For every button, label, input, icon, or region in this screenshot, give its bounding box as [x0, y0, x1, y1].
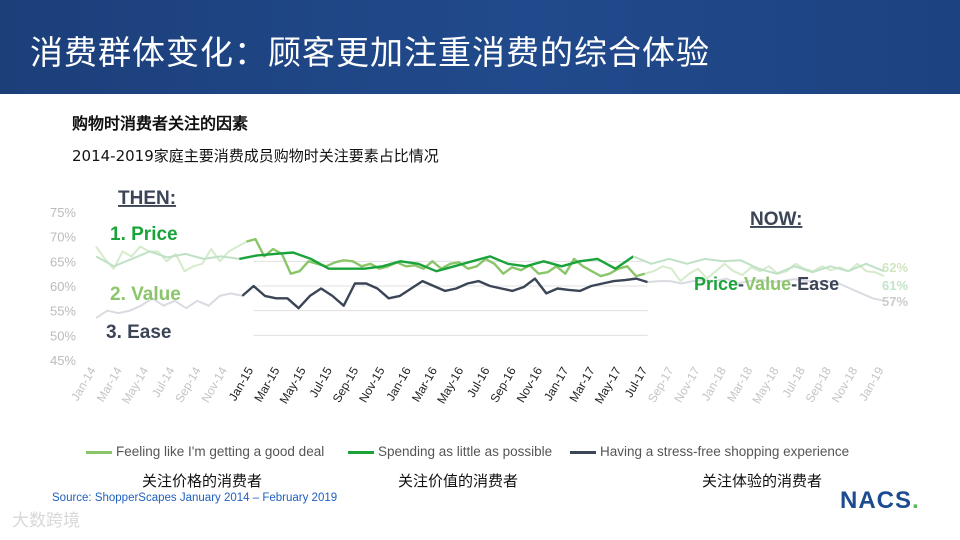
series-lines: [95, 237, 885, 319]
x-tick-label: Nov-18: [829, 364, 861, 405]
now-value-word: Value: [744, 274, 791, 294]
x-axis-ticks: Jan-14Mar-14May-14Jul-14Sep-14Nov-14Jan-…: [68, 364, 887, 406]
watermark: 大数跨境: [12, 511, 80, 531]
now-label: NOW:: [750, 209, 802, 230]
series-little-possible-faded: [632, 255, 885, 275]
end-label-little-possible: 61%: [882, 278, 908, 293]
chart-subheading: 2014-2019家庭主要消费成员购物时关注要素占比情况: [72, 147, 439, 165]
legend-item-little-possible: Spending as little as possible: [348, 444, 552, 459]
end-label-stress-free: 57%: [882, 294, 908, 309]
y-axis-ticks: 75% 70% 65% 60% 55% 50% 45%: [50, 205, 76, 368]
legend-swatch-stress-free: [570, 450, 596, 454]
x-tick-label: Nov-17: [671, 364, 703, 405]
x-tick-label: May-14: [119, 364, 151, 406]
y-tick-label: 65%: [50, 254, 76, 269]
y-tick-label: 50%: [50, 328, 76, 343]
series-stress-free-highlight: [241, 277, 648, 310]
x-tick-label: May-16: [434, 364, 466, 406]
cn-label-ease: 关注体验的消费者: [702, 472, 823, 490]
page-title: 消费群体变化：顾客更加注重消费的综合体验: [30, 33, 710, 72]
now-dash-2: -: [791, 274, 797, 294]
line-chart: 75% 70% 65% 60% 55% 50% 45% Jan-14Mar-14May-14…: [50, 188, 908, 406]
x-tick-label: May-15: [277, 364, 309, 406]
grid-lines: [253, 260, 648, 336]
legend-swatch-little-possible: [348, 450, 374, 454]
now-ease-word: Ease: [797, 274, 839, 294]
source-note: Source: ShopperScapes January 2014 – Feb…: [52, 492, 338, 504]
now-price-value-ease-label: Price-Value-Ease: [694, 274, 839, 294]
series-stress-free-faded: [647, 277, 885, 302]
x-tick-label: Nov-15: [356, 364, 388, 405]
then-price-label: 1. Price: [110, 224, 178, 245]
x-tick-label: Nov-16: [514, 364, 546, 405]
then-label: THEN:: [118, 188, 176, 209]
y-tick-label: 75%: [50, 205, 76, 220]
x-tick-label: May-17: [592, 364, 624, 406]
then-value-label: 2. Value: [110, 284, 181, 305]
x-tick-label: May-18: [749, 364, 781, 406]
now-dash-1: -: [738, 274, 744, 294]
then-ease-label: 3. Ease: [106, 322, 172, 343]
end-label-good-deal: 62%: [882, 260, 908, 275]
cn-label-value: 关注价值的消费者: [398, 472, 519, 490]
nacs-logo-text: NACS: [840, 487, 913, 514]
x-tick-label: Jan-19: [856, 364, 887, 403]
legend-label-stress-free: Having a stress-free shopping experience: [600, 444, 850, 459]
series-little-possible-faded: [95, 250, 240, 268]
x-tick-label: Nov-14: [198, 364, 230, 405]
y-tick-label: 60%: [50, 279, 76, 294]
y-tick-label: 55%: [50, 304, 76, 319]
chart-heading: 购物时消费者关注的因素: [72, 114, 249, 133]
series-stress-free-faded: [95, 292, 243, 319]
header-banner: 消费群体变化：顾客更加注重消费的综合体验: [0, 0, 960, 94]
nacs-logo: NACS.: [840, 487, 920, 515]
now-price-word: Price: [694, 274, 738, 294]
legend-label-good-deal: Feeling like I'm getting a good deal: [116, 444, 325, 459]
nacs-logo-dot: .: [912, 487, 920, 514]
y-tick-label: 45%: [50, 353, 76, 368]
y-tick-label: 70%: [50, 230, 76, 245]
legend-item-good-deal: Feeling like I'm getting a good deal: [86, 444, 324, 459]
legend-swatch-good-deal: [86, 450, 112, 454]
legend-item-stress-free: Having a stress-free shopping experience: [570, 444, 849, 459]
series-little-possible-highlight: [239, 251, 634, 273]
legend-label-little-possible: Spending as little as possible: [378, 444, 553, 459]
cn-label-price: 关注价格的消费者: [142, 472, 263, 490]
